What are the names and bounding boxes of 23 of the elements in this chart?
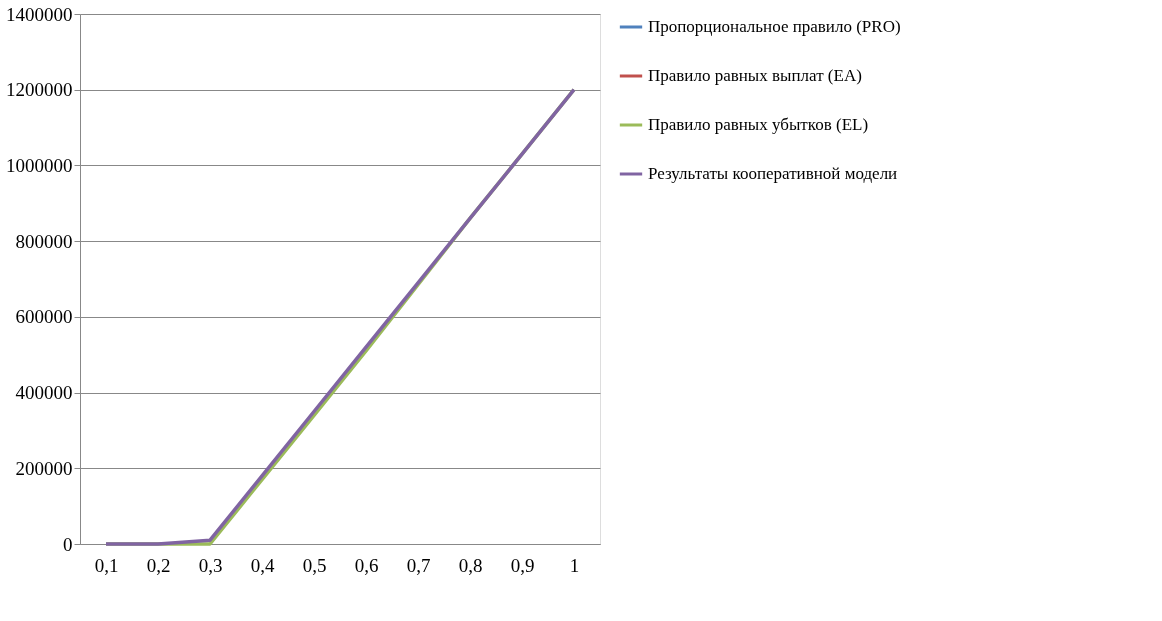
legend-label: Пропорциональное правило (PRO) bbox=[648, 17, 901, 36]
legend-label: Результаты кооперативной модели bbox=[648, 164, 898, 183]
y-tick-label: 800000 bbox=[15, 230, 73, 252]
x-tick-label: 0,8 bbox=[458, 554, 483, 576]
x-tick-label: 0,9 bbox=[510, 554, 535, 576]
x-tick-label: 0,5 bbox=[302, 554, 327, 576]
x-tick-label: 0,1 bbox=[94, 554, 119, 576]
y-tick-label: 400000 bbox=[15, 382, 73, 404]
y-tick-label: 1000000 bbox=[6, 154, 73, 176]
legend-label: Правило равных убытков (EL) bbox=[648, 115, 869, 134]
y-tick-label: 1400000 bbox=[6, 3, 73, 25]
y-tick-label: 0 bbox=[63, 533, 73, 555]
x-tick-label: 0,7 bbox=[406, 554, 431, 576]
legend-label: Правило равных выплат (EA) bbox=[648, 66, 862, 85]
x-tick-label: 0,6 bbox=[354, 554, 379, 576]
x-tick-label: 0,3 bbox=[198, 554, 223, 576]
line-series bbox=[104, 87, 576, 546]
y-tick-label: 1200000 bbox=[6, 79, 73, 101]
x-tick-label: 0,4 bbox=[250, 554, 275, 576]
y-tick-label: 200000 bbox=[15, 457, 73, 479]
x-tick-label: 1 bbox=[569, 554, 580, 576]
y-tick-label: 600000 bbox=[15, 306, 73, 328]
x-tick-label: 0,2 bbox=[146, 554, 171, 576]
